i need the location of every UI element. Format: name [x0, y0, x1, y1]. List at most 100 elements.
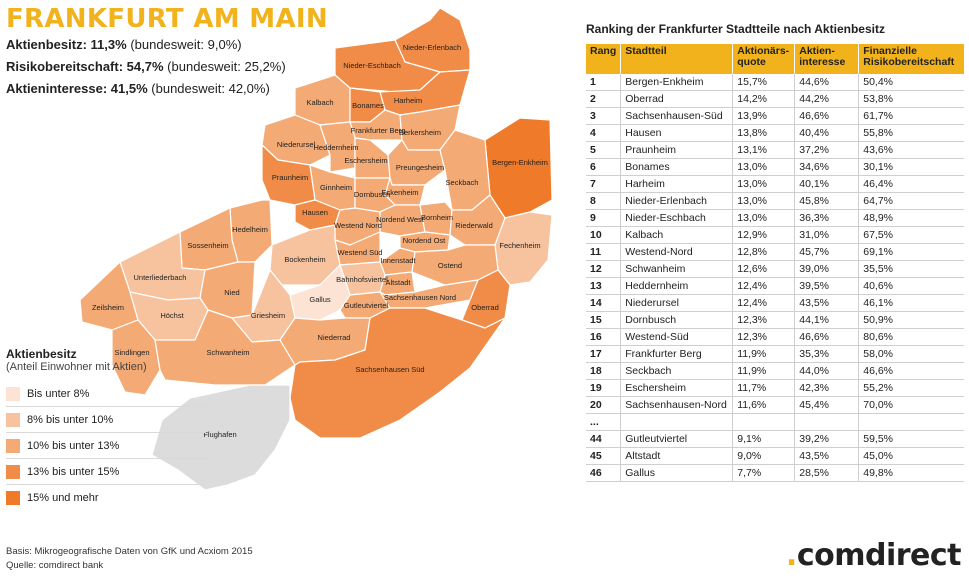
ranking-cell: 28,5%: [794, 464, 859, 482]
stat-aktieninteresse: Aktieninteresse: 41,5% (bundesweit: 42,0…: [6, 78, 328, 100]
stat-label: Aktienbesitz:: [6, 37, 87, 52]
ranking-row: 6 Bonames 13,0% 34,6% 30,1%: [586, 158, 964, 176]
ranking-row: 4 Hausen 13,8% 40,4% 55,8%: [586, 124, 964, 142]
legend-label: 8% bis unter 10%: [27, 413, 114, 426]
district-label: Preungesheim: [396, 163, 444, 172]
ranking-cell: 53,8%: [858, 90, 964, 108]
city-title: FRANKFURT AM MAIN: [6, 4, 328, 34]
district-label: Bockenheim: [284, 255, 325, 264]
district-sossenheim: [179, 207, 239, 271]
ranking-cell: 61,7%: [858, 107, 964, 125]
ranking-row: 16 Westend-Süd 12,3% 46,6% 80,6%: [586, 328, 964, 346]
ranking-cell: Oberrad: [620, 90, 733, 108]
ranking-cell: 19: [586, 379, 621, 397]
district-label: Bornheim: [421, 213, 453, 222]
legend-swatch: [6, 438, 20, 453]
ranking-row: 44 Gutleutviertel 9,1% 39,2% 59,5%: [586, 430, 964, 448]
ranking-cell: 13,1%: [732, 141, 795, 159]
ranking-row: 12 Schwanheim 12,6% 39,0% 35,5%: [586, 260, 964, 278]
ranking-cell: 12,4%: [732, 294, 795, 312]
district-label: Oberrad: [471, 303, 499, 312]
ranking-table: Rang Stadtteil Aktionärs-quote Aktien-in…: [586, 44, 964, 482]
ranking-cell: 45,8%: [794, 192, 859, 210]
ranking-row: 45 Altstadt 9,0% 43,5% 45,0%: [586, 447, 964, 465]
ranking-cell: Sachsenhausen-Nord: [620, 396, 733, 414]
district-label: Sachsenhausen Süd: [355, 365, 424, 374]
stat-comparison: (bundesweit: 25,2%): [167, 59, 286, 74]
ranking-cell: 45,7%: [794, 243, 859, 261]
district-label: Sindlingen: [114, 348, 149, 357]
legend-swatch: [6, 491, 20, 505]
district-label: Sachsenhausen Nord: [384, 293, 456, 302]
district-label: Eschersheim: [344, 156, 387, 165]
ranking-cell: Gutleutviertel: [620, 430, 733, 448]
ranking-cell: Heddernheim: [620, 277, 733, 295]
ranking-cell: 44,6%: [794, 74, 859, 91]
ranking-cell: 46,6%: [794, 107, 859, 125]
ranking-cell: 12,8%: [732, 243, 795, 261]
district-label: Griesheim: [251, 311, 285, 320]
ranking-cell: Nieder-Eschbach: [620, 209, 733, 227]
district-label: Nieder-Erlenbach: [403, 43, 461, 52]
header-risikobereitschaft: Finanzielle Risikobereitschaft: [858, 44, 964, 74]
ranking-cell: 35,3%: [794, 345, 859, 363]
ranking-body: 1 Bergen-Enkheim 15,7% 44,6% 50,4% 2 Oberrad 14…: [586, 74, 964, 482]
ranking-cell: 34,6%: [794, 158, 859, 176]
ranking-cell: 45: [586, 447, 621, 465]
ranking-cell: 1: [586, 74, 621, 91]
ranking-cell: Harheim: [620, 175, 733, 193]
header-aktieninteresse: Aktien-interesse: [794, 44, 859, 74]
ranking-cell: 30,1%: [858, 158, 964, 176]
district-label: Seckbach: [446, 178, 479, 187]
district-label: Berkersheim: [399, 128, 441, 137]
ranking-row: 13 Heddernheim 12,4% 39,5% 40,6%: [586, 277, 964, 295]
ranking-cell: 64,7%: [858, 192, 964, 210]
legend-swatch: [6, 386, 20, 401]
ranking-cell: 46,4%: [858, 175, 964, 193]
ranking-cell: 13: [586, 277, 621, 295]
ranking-cell: Bonames: [620, 158, 733, 176]
ranking-cell: 2: [586, 90, 621, 108]
district-label: Niederrad: [318, 333, 351, 342]
ranking-cell: Kalbach: [620, 226, 733, 244]
ranking-cell: 40,6%: [858, 277, 964, 295]
legend-title: Aktienbesitz: [6, 347, 77, 361]
ranking-cell: 67,5%: [858, 226, 964, 244]
ranking-row: 19 Eschersheim 11,7% 42,3% 55,2%: [586, 379, 964, 397]
ranking-cell: 40,1%: [794, 175, 859, 193]
logo-name: comdirect: [796, 538, 962, 573]
legend-swatch: [6, 412, 20, 427]
ranking-cell: 3: [586, 107, 621, 125]
ranking-cell: 50,9%: [858, 311, 964, 329]
ranking-cell: 44,0%: [794, 362, 859, 380]
ranking-cell: 43,5%: [794, 447, 859, 465]
district-label: Zeilsheim: [92, 303, 124, 312]
ranking-cell: 46,6%: [794, 328, 859, 346]
district-label: Innenstadt: [380, 256, 416, 265]
ranking-cell: 46: [586, 464, 621, 482]
ranking-row: 3 Sachsenhausen-Süd 13,9% 46,6% 61,7%: [586, 107, 964, 125]
legend-subtitle: (Anteil Einwohner mit Aktien): [6, 361, 147, 373]
ranking-cell: 13,9%: [732, 107, 795, 125]
ranking-cell: 55,2%: [858, 379, 964, 397]
district-label: Ginnheim: [320, 183, 352, 192]
ranking-row: 2 Oberrad 14,2% 44,2% 53,8%: [586, 90, 964, 108]
district-label: Gallus: [309, 295, 331, 304]
district-label: Bergen-Enkheim: [492, 158, 548, 167]
ranking-cell: 4: [586, 124, 621, 142]
ranking-row: ...: [586, 413, 964, 431]
district-label: Westend Süd: [338, 248, 383, 257]
ranking-panel: Ranking der Frankfurter Stadtteile nach …: [586, 22, 964, 482]
ranking-cell: 11,6%: [732, 396, 795, 414]
stat-risikobereitschaft: Risikobereitschaft: 54,7% (bundesweit: 2…: [6, 56, 328, 78]
ranking-row: 7 Harheim 13,0% 40,1% 46,4%: [586, 175, 964, 193]
ranking-cell: 9: [586, 209, 621, 227]
ranking-cell: Schwanheim: [620, 260, 733, 278]
district-label: Nordend West: [376, 215, 425, 224]
district-label: Ostend: [438, 261, 462, 270]
ranking-row: 17 Frankfurter Berg 11,9% 35,3% 58,0%: [586, 345, 964, 363]
ranking-cell: 13,8%: [732, 124, 795, 142]
stat-value: 54,7%: [126, 59, 164, 74]
ranking-cell: 8: [586, 192, 621, 210]
ranking-cell: 7: [586, 175, 621, 193]
